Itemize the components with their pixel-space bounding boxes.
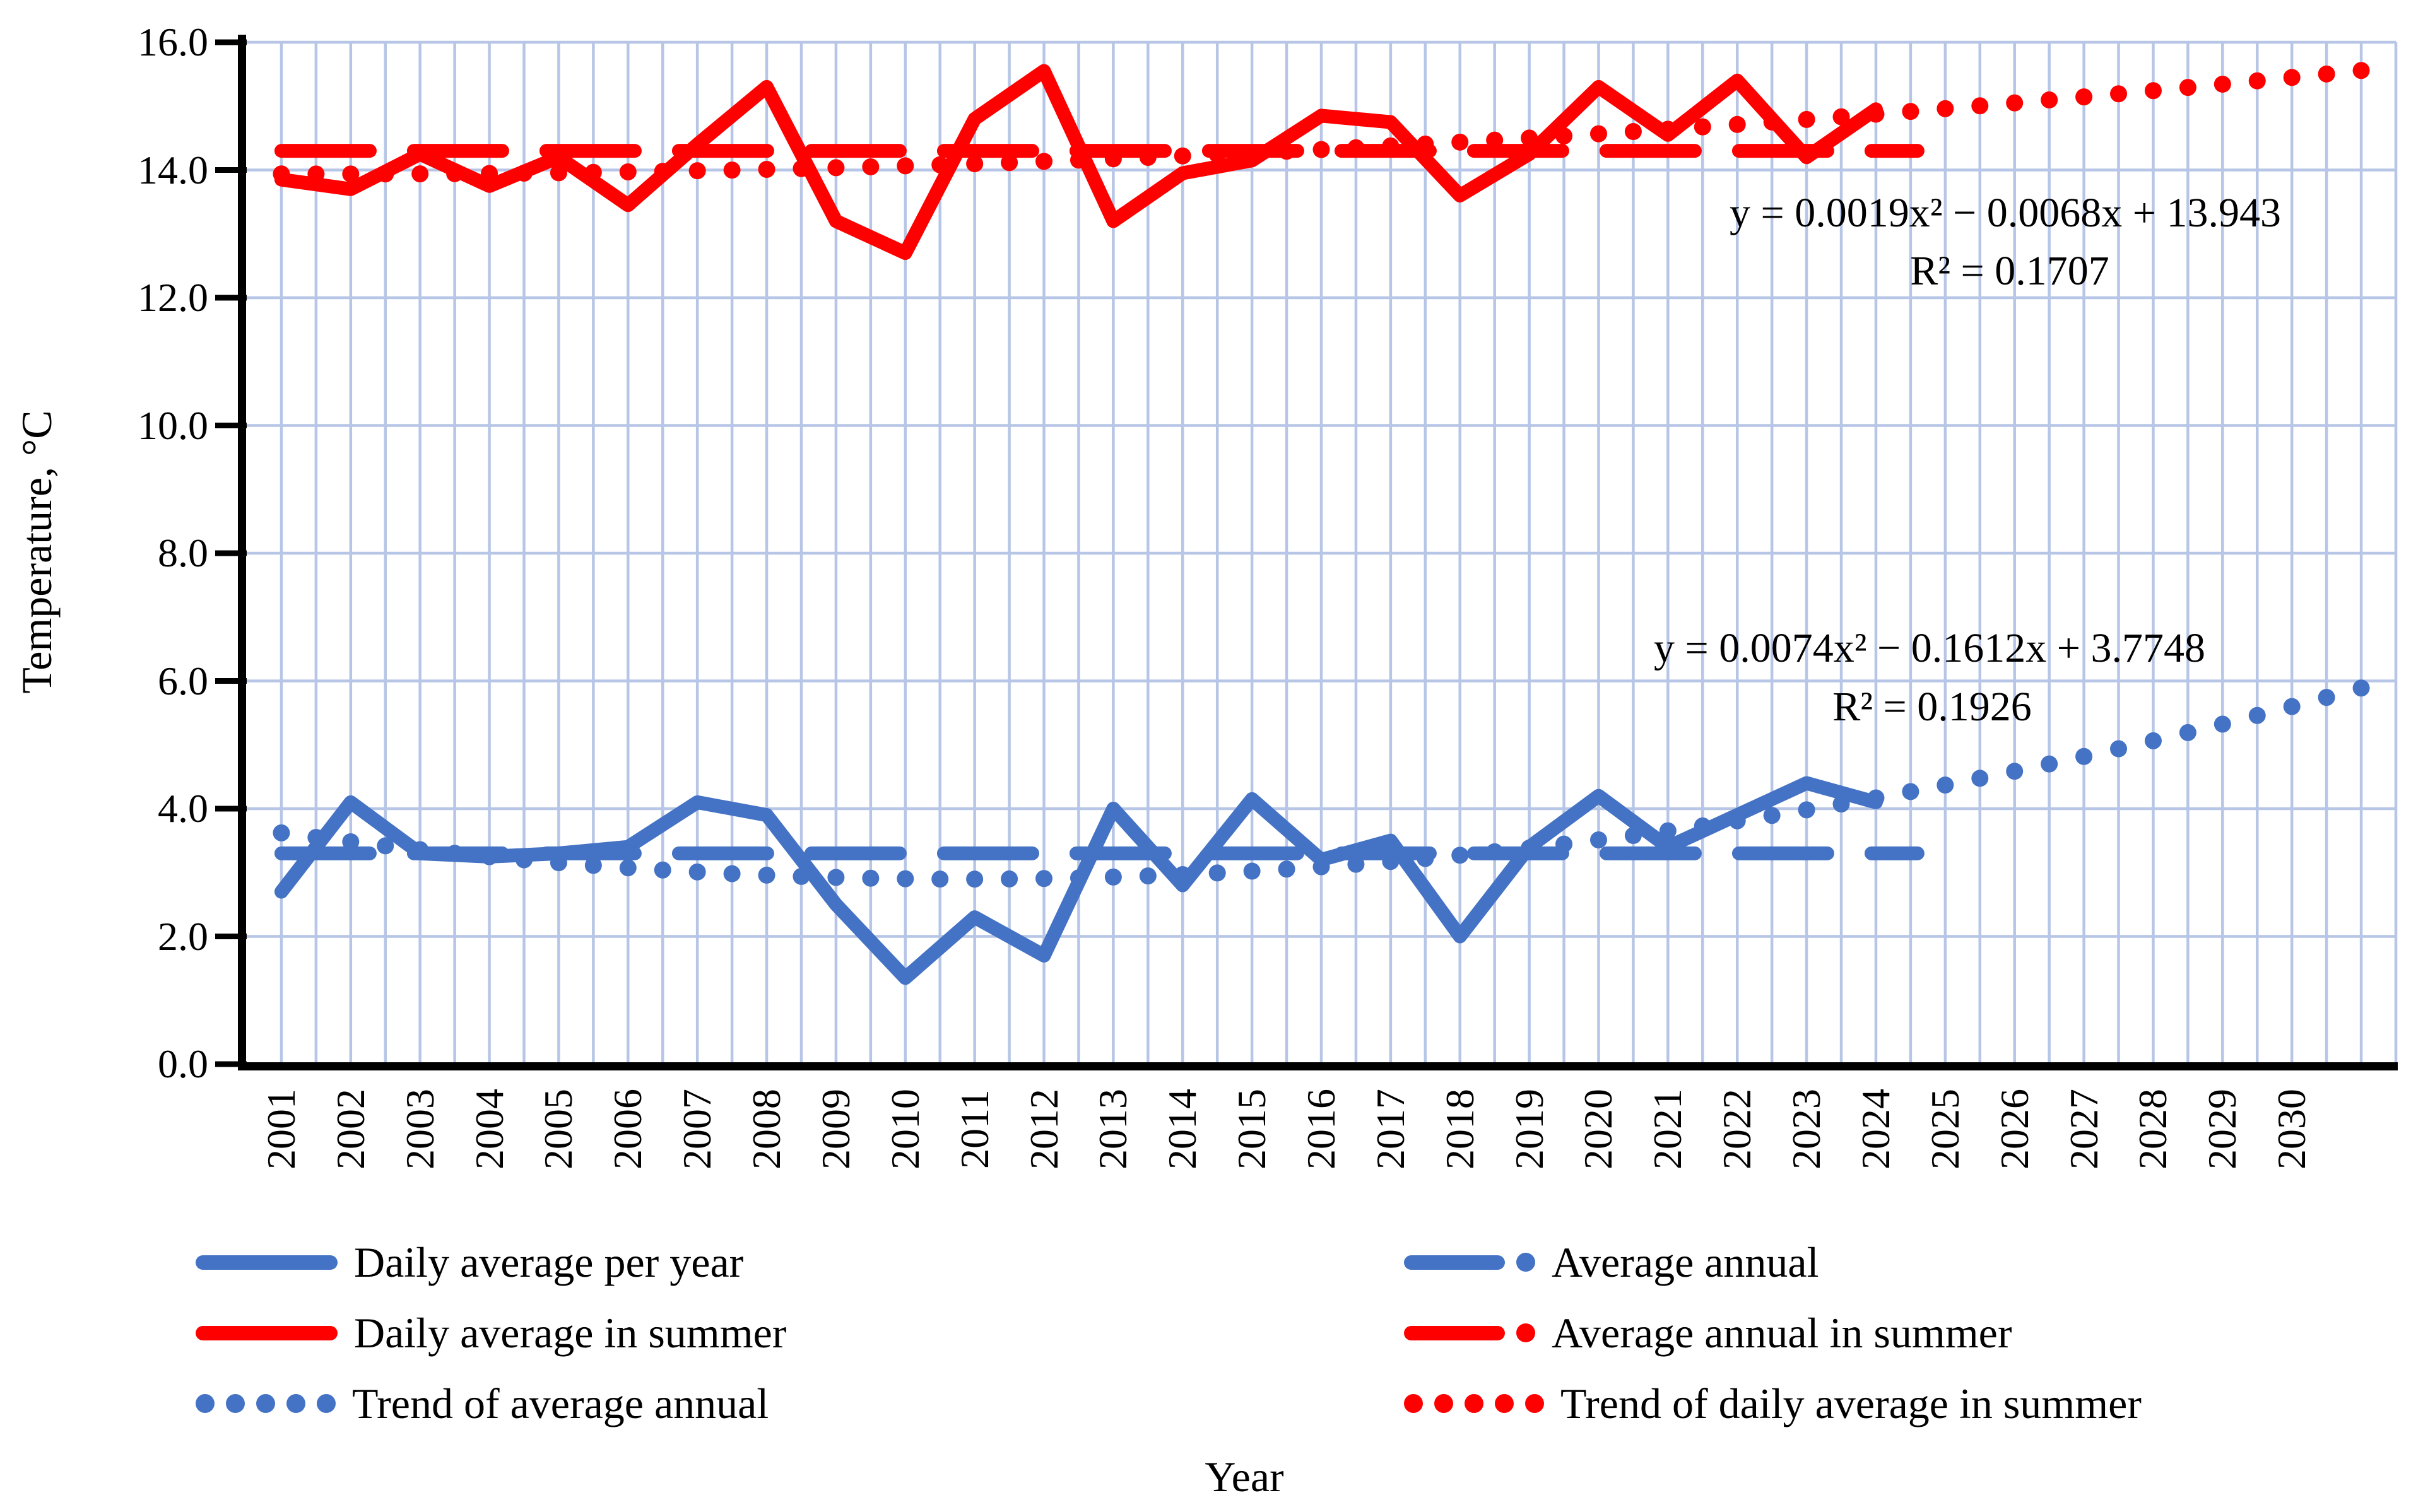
x-tick-label: 2016 (1299, 1089, 1343, 1169)
x-tick-label: 2018 (1437, 1089, 1482, 1169)
x-tick-label: 2007 (675, 1089, 720, 1169)
axes (215, 35, 2398, 1070)
x-tick-label: 2022 (1714, 1089, 1760, 1169)
y-tick-label: 4.0 (158, 786, 208, 831)
x-tick-label: 2011 (952, 1089, 997, 1169)
annual-trend-equation: y = 0.0074x² − 0.1612x + 3.7748 (1654, 625, 2205, 671)
x-tick-label: 2030 (2269, 1089, 2314, 1169)
x-tick-label: 2021 (1645, 1089, 1690, 1169)
y-tick-label: 14.0 (138, 147, 208, 192)
x-tick-label: 2014 (1160, 1089, 1205, 1169)
summer-trend-equation: y = 0.0019x² − 0.0068x + 13.943 (1730, 190, 2281, 236)
legend-item-average-annual-in-summer: Average annual in summer (1404, 1311, 2012, 1355)
y-tick-label: 10.0 (138, 402, 208, 448)
series-daily-average-per-year (274, 776, 1883, 985)
red-dotted-line-icon (1404, 1394, 1544, 1413)
y-tick-label: 6.0 (158, 658, 208, 703)
y-tick-label: 2.0 (158, 913, 208, 959)
legend-label: Daily average in summer (354, 1309, 787, 1357)
x-tick-label: 2005 (536, 1089, 581, 1169)
legend-label: Average annual in summer (1552, 1309, 2012, 1357)
y-tick-label: 16.0 (138, 20, 208, 64)
x-axis-title: Year (1205, 1453, 1284, 1501)
legend-label: Trend of daily average in summer (1560, 1380, 2142, 1427)
x-tick-label: 2004 (466, 1089, 512, 1169)
gridlines (247, 40, 2398, 1066)
annual-trend-r-squared: R² = 0.1926 (1832, 684, 2032, 730)
y-tick-label: 12.0 (138, 275, 208, 320)
x-tick-label: 2028 (2130, 1089, 2176, 1169)
red-dash-dot-line-icon (1404, 1323, 1535, 1342)
blue-dotted-line-icon (196, 1394, 336, 1413)
y-tick-label: 0.0 (158, 1041, 208, 1086)
series-daily-average-in-summer (274, 64, 1883, 261)
blue-solid-line-icon (196, 1255, 338, 1270)
legend-item-trend-of-daily-average-in-summer: Trend of daily average in summer (1404, 1381, 2142, 1426)
legend-label: Daily average per year (354, 1238, 744, 1286)
x-tick-label: 2024 (1853, 1089, 1898, 1169)
x-tick-label: 2012 (1021, 1089, 1066, 1169)
legend-item-daily-average-per-year: Daily average per year (196, 1240, 743, 1284)
blue-dash-dot-line-icon (1404, 1253, 1535, 1272)
y-tick-label: 8.0 (158, 530, 208, 575)
legend-item-trend-of-average-annual: Trend of average annual (196, 1381, 769, 1426)
x-tick-label: 2010 (882, 1089, 928, 1169)
legend-label: Average annual (1552, 1238, 1819, 1286)
x-tick-label: 2002 (327, 1089, 373, 1169)
x-tick-label: 2027 (2061, 1089, 2106, 1169)
legend-label: Trend of average annual (352, 1380, 769, 1427)
x-tick-label: 2009 (813, 1089, 858, 1169)
x-tick-label: 2003 (397, 1089, 442, 1169)
x-tick-label: 2006 (605, 1089, 651, 1169)
x-tick-label: 2015 (1229, 1089, 1275, 1169)
x-tick-label: 2023 (1784, 1089, 1829, 1169)
x-tick-label: 2029 (2200, 1089, 2245, 1169)
red-solid-line-icon (196, 1325, 338, 1340)
y-axis-title: Temperature, °C (13, 410, 61, 694)
x-tick-label: 2001 (258, 1089, 304, 1169)
x-tick-label: 2017 (1367, 1089, 1413, 1169)
x-tick-label: 2025 (1922, 1089, 1967, 1169)
x-tick-label: 2019 (1506, 1089, 1552, 1169)
summer-trend-r-squared: R² = 0.1707 (1910, 248, 2109, 294)
x-tick-label: 2020 (1576, 1089, 1621, 1169)
x-tick-label: 2026 (1991, 1089, 2037, 1169)
x-tick-label: 2008 (744, 1089, 789, 1169)
legend-item-daily-average-in-summer: Daily average in summer (196, 1311, 786, 1355)
x-tick-label: 2013 (1090, 1089, 1136, 1169)
legend-item-average-annual: Average annual (1404, 1240, 1819, 1284)
